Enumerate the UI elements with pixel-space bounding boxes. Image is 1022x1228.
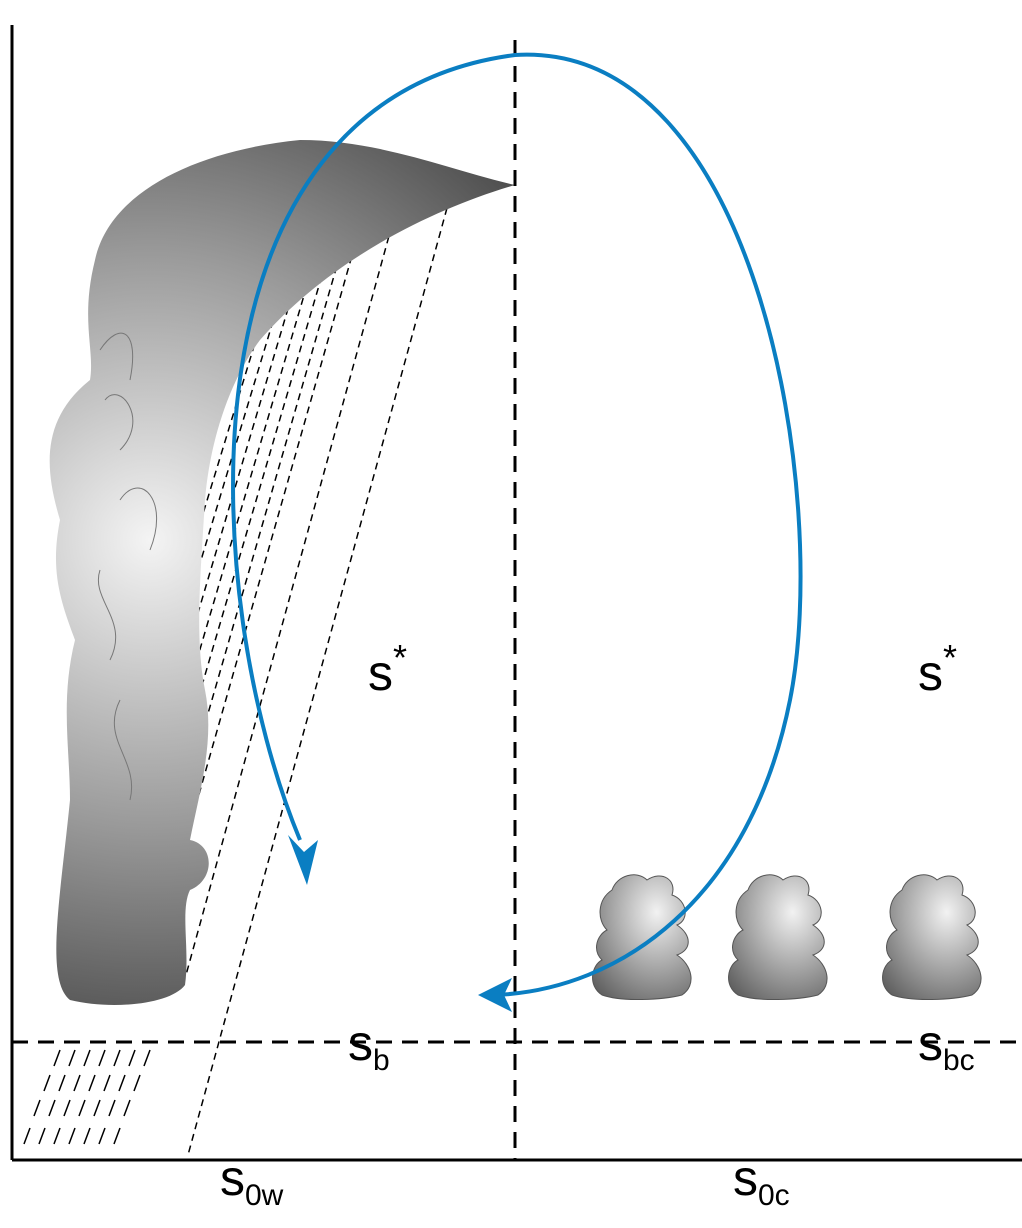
label-main: s bbox=[733, 1150, 758, 1206]
label-sub: bc bbox=[943, 1044, 975, 1077]
label-main: s bbox=[220, 1150, 245, 1206]
label-main: s bbox=[368, 645, 393, 701]
small-clouds bbox=[593, 875, 982, 1000]
label-main: s bbox=[918, 1015, 943, 1071]
label-main: s bbox=[348, 1015, 373, 1071]
diagram: s* s* sb sbc s0w s0c bbox=[0, 0, 1022, 1228]
label: sbc bbox=[918, 1015, 975, 1077]
rain-streaks bbox=[24, 1050, 150, 1144]
label-sub: 0w bbox=[245, 1179, 284, 1212]
labels: s* s* sb sbc s0w s0c bbox=[220, 637, 975, 1212]
label: sb bbox=[348, 1015, 390, 1077]
label: s* bbox=[918, 637, 957, 701]
label-sup: * bbox=[943, 637, 957, 678]
label-main: s bbox=[918, 645, 943, 701]
label-sub: 0c bbox=[758, 1179, 790, 1212]
label-sup: * bbox=[393, 637, 407, 678]
label: s* bbox=[368, 637, 407, 701]
label-sub: b bbox=[373, 1044, 390, 1077]
storm-cloud bbox=[50, 140, 515, 1005]
